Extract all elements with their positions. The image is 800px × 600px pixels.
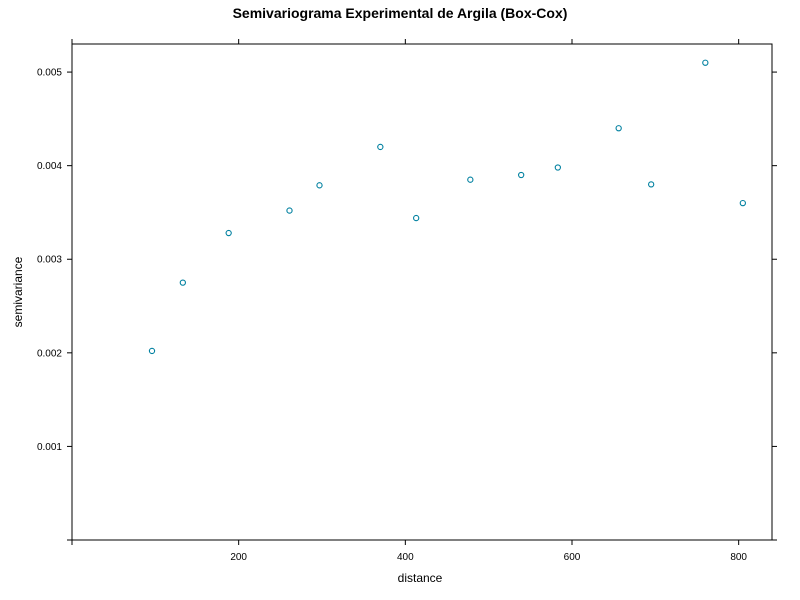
y-tick-label: 0.002 — [37, 348, 62, 359]
data-point — [518, 171, 525, 179]
data-point — [702, 59, 709, 66]
data-point — [316, 182, 323, 189]
x-tick-label: 600 — [564, 552, 581, 563]
data-points — [148, 59, 746, 355]
y-tick-label: 0.004 — [37, 161, 62, 172]
data-point — [225, 229, 232, 237]
chart-title: Semivariograma Experimental de Argila (B… — [233, 5, 568, 21]
data-point — [179, 279, 186, 286]
y-axis-ticks: 0.001 0.002 0.003 0.004 0.005 — [37, 68, 777, 541]
plot-frame — [71, 43, 773, 541]
data-point — [467, 176, 474, 183]
data-point — [286, 207, 293, 214]
y-tick-label: 0.001 — [37, 442, 62, 453]
x-tick-label: 200 — [230, 552, 247, 563]
data-point — [413, 214, 420, 222]
data-point — [148, 347, 156, 355]
x-tick-label: 400 — [397, 552, 414, 563]
data-point — [615, 125, 622, 132]
y-axis-label: semivariance — [11, 256, 25, 327]
x-tick-label: 800 — [730, 552, 747, 563]
x-axis-label: distance — [398, 571, 443, 585]
y-tick-label: 0.005 — [37, 68, 62, 79]
data-point — [554, 164, 561, 171]
y-tick-label: 0.003 — [37, 255, 62, 266]
data-point — [377, 143, 384, 151]
data-point — [739, 199, 746, 207]
x-axis-ticks: 200 400 600 800 — [71, 39, 747, 563]
data-point — [648, 181, 655, 188]
